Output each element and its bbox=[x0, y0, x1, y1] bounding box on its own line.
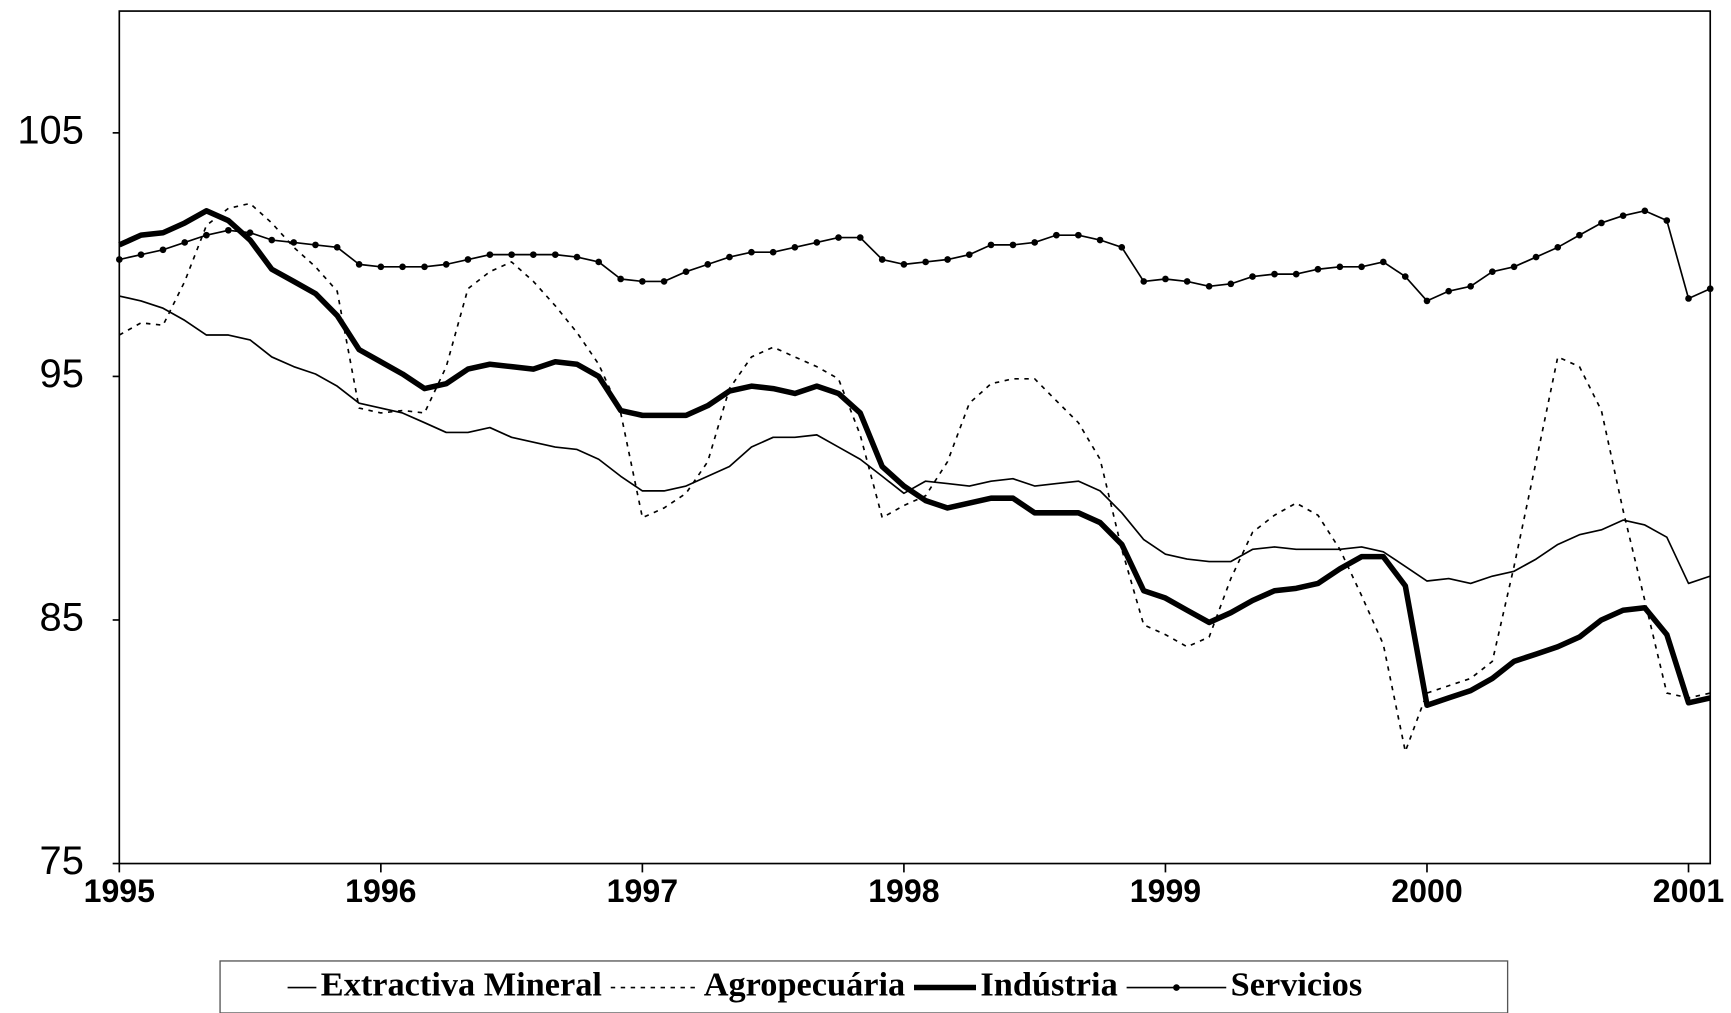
legend-label: Indústria bbox=[980, 965, 1117, 1003]
series-marker bbox=[1576, 231, 1583, 239]
series-marker bbox=[355, 261, 363, 268]
series-marker bbox=[1096, 236, 1104, 244]
series-marker bbox=[1706, 285, 1714, 293]
series-marker bbox=[1336, 263, 1344, 271]
series-marker bbox=[1075, 231, 1082, 239]
series-marker bbox=[922, 258, 929, 266]
series-marker bbox=[1641, 207, 1649, 215]
series-line bbox=[118, 208, 1711, 708]
series-marker bbox=[639, 278, 646, 285]
series-marker bbox=[1619, 212, 1627, 219]
series-marker bbox=[137, 251, 145, 258]
series-marker bbox=[312, 241, 319, 249]
series-marker bbox=[203, 231, 210, 239]
x-tick-label: 1996 bbox=[345, 873, 416, 909]
series-marker bbox=[965, 251, 973, 258]
series-marker bbox=[856, 234, 864, 241]
series-marker bbox=[486, 251, 494, 258]
series-marker bbox=[573, 253, 581, 261]
series-marker bbox=[529, 251, 537, 258]
series-marker bbox=[1183, 278, 1191, 285]
series-marker bbox=[377, 263, 385, 271]
series-marker bbox=[682, 268, 690, 276]
series-marker bbox=[551, 251, 559, 258]
series-line bbox=[119, 295, 1711, 585]
series-marker bbox=[1118, 244, 1126, 251]
series-marker bbox=[1379, 258, 1387, 266]
series-marker bbox=[181, 239, 189, 246]
legend-label: Extractiva Mineral bbox=[321, 965, 602, 1003]
legend-label: Servicios bbox=[1231, 965, 1363, 1003]
series-marker bbox=[1510, 263, 1518, 271]
series-marker bbox=[1031, 239, 1039, 246]
series-marker bbox=[464, 256, 472, 263]
series-marker bbox=[246, 229, 254, 237]
series-line bbox=[118, 202, 1711, 753]
series-marker bbox=[290, 239, 298, 246]
series-marker bbox=[748, 248, 755, 256]
series-marker bbox=[813, 239, 821, 246]
series-marker bbox=[1271, 270, 1278, 278]
series-marker bbox=[421, 263, 428, 271]
series-marker bbox=[1663, 217, 1671, 224]
series-marker bbox=[1532, 253, 1540, 261]
series-marker bbox=[1227, 280, 1235, 288]
y-tick-label: 75 bbox=[40, 839, 84, 883]
series-marker bbox=[900, 261, 908, 268]
y-tick-label: 95 bbox=[40, 352, 84, 396]
series-marker bbox=[1292, 270, 1300, 278]
series-marker bbox=[268, 236, 276, 244]
series-marker bbox=[1685, 295, 1692, 302]
series-marker bbox=[769, 248, 777, 256]
series-marker bbox=[944, 256, 951, 263]
series-marker bbox=[595, 258, 603, 266]
series-marker bbox=[1314, 265, 1322, 273]
series-marker bbox=[1009, 241, 1017, 249]
series-marker bbox=[1423, 297, 1431, 305]
series-marker bbox=[1358, 263, 1365, 271]
series-marker bbox=[333, 244, 341, 251]
series-marker bbox=[1445, 287, 1453, 295]
series-marker bbox=[660, 278, 668, 285]
x-tick-label: 1998 bbox=[868, 873, 939, 909]
legend-box bbox=[219, 960, 1509, 1013]
series-marker bbox=[704, 261, 712, 268]
series-marker bbox=[442, 261, 450, 268]
series-marker bbox=[1140, 278, 1148, 285]
legend-label: Agropecuária bbox=[704, 965, 905, 1003]
series-marker bbox=[1053, 231, 1060, 239]
series-marker bbox=[1467, 282, 1474, 290]
series-marker bbox=[1554, 244, 1562, 251]
series-line bbox=[119, 209, 1711, 302]
series-marker bbox=[225, 226, 232, 234]
series-marker bbox=[1489, 268, 1496, 276]
series-marker bbox=[115, 256, 123, 263]
series-marker bbox=[1205, 282, 1213, 290]
series-marker bbox=[159, 246, 167, 254]
series-marker bbox=[1249, 273, 1256, 280]
x-tick-label: 2000 bbox=[1391, 873, 1462, 909]
x-tick-label: 1999 bbox=[1130, 873, 1201, 909]
series-marker bbox=[987, 241, 995, 249]
series-marker bbox=[878, 256, 886, 263]
series-marker bbox=[617, 275, 624, 283]
x-tick-label: 2001 bbox=[1653, 873, 1724, 909]
legend-marker bbox=[1173, 984, 1180, 991]
x-tick-label: 1997 bbox=[607, 873, 678, 909]
series-marker bbox=[1162, 275, 1169, 283]
series-marker bbox=[1598, 219, 1605, 227]
plot-frame bbox=[118, 10, 1712, 865]
y-tick-label: 105 bbox=[17, 108, 83, 152]
series-marker bbox=[399, 263, 406, 271]
series-marker bbox=[1401, 273, 1409, 280]
series-marker bbox=[508, 251, 515, 258]
x-tick-label: 1995 bbox=[84, 873, 155, 909]
series-marker bbox=[726, 253, 733, 261]
series-marker bbox=[835, 234, 842, 241]
y-tick-label: 85 bbox=[40, 596, 84, 640]
series-marker bbox=[791, 244, 799, 251]
